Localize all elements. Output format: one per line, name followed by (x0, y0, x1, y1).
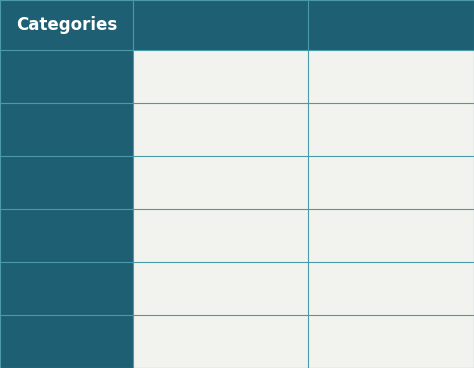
Bar (0, 50, 133, 103)
Bar (0, 262, 133, 315)
Bar (0, 315, 133, 368)
Bar (133, 103, 308, 156)
Bar (308, 262, 474, 315)
Bar (133, 209, 308, 262)
Bar (308, 209, 474, 262)
Bar (133, 156, 308, 209)
Text: Categories: Categories (16, 16, 117, 34)
Bar (133, 0, 308, 50)
Bar (133, 50, 308, 103)
Bar (308, 0, 474, 50)
Bar (308, 50, 474, 103)
Bar (308, 315, 474, 368)
Bar (0, 0, 133, 50)
Bar (0, 103, 133, 156)
Bar (133, 262, 308, 315)
Bar (0, 209, 133, 262)
Bar (0, 156, 133, 209)
Bar (308, 103, 474, 156)
Bar (133, 315, 308, 368)
Bar (308, 156, 474, 209)
